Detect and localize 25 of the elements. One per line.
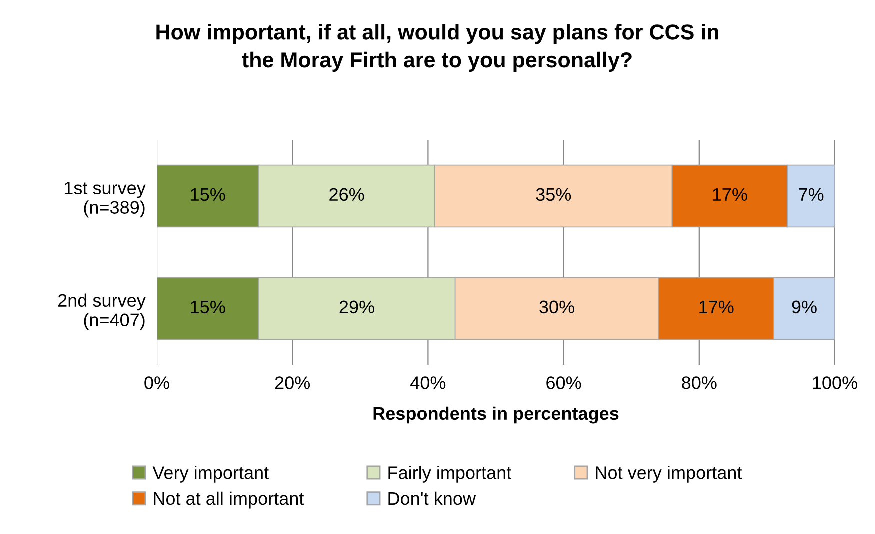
x-tick-label: 0% <box>144 376 170 390</box>
y-tick-label: 2nd survey (n=407) <box>58 294 146 330</box>
data-label: 15% <box>191 188 226 202</box>
y-tick-label: 1st survey (n=389) <box>64 182 146 218</box>
data-label: 9% <box>792 300 817 314</box>
data-label: 7% <box>799 188 824 202</box>
legend-label: Not very important <box>596 466 742 483</box>
data-label: 26% <box>330 188 364 202</box>
x-axis-title: Respondents in percentages <box>374 406 619 424</box>
chart-title: How important, if at all, would you say plans for CCS in the Moray Firth are to you personally? <box>156 24 718 72</box>
legend-label: Don't know <box>388 492 476 506</box>
data-label: 17% <box>700 300 734 314</box>
x-tick-label: 40% <box>410 376 446 390</box>
data-label: 30% <box>540 300 574 314</box>
x-tick-label: 20% <box>275 376 310 390</box>
x-tick-label: 80% <box>682 376 717 390</box>
legend-label: Fairly important <box>388 466 512 483</box>
data-label: 15% <box>191 300 226 314</box>
data-label: 17% <box>713 188 748 202</box>
legend-label: Very important <box>152 466 269 483</box>
data-label: 35% <box>536 188 572 202</box>
legend-label: Not at all important <box>154 492 304 509</box>
x-tick-label: 100% <box>813 376 858 390</box>
data-label: 29% <box>340 300 374 314</box>
x-tick-label: 60% <box>546 376 582 390</box>
